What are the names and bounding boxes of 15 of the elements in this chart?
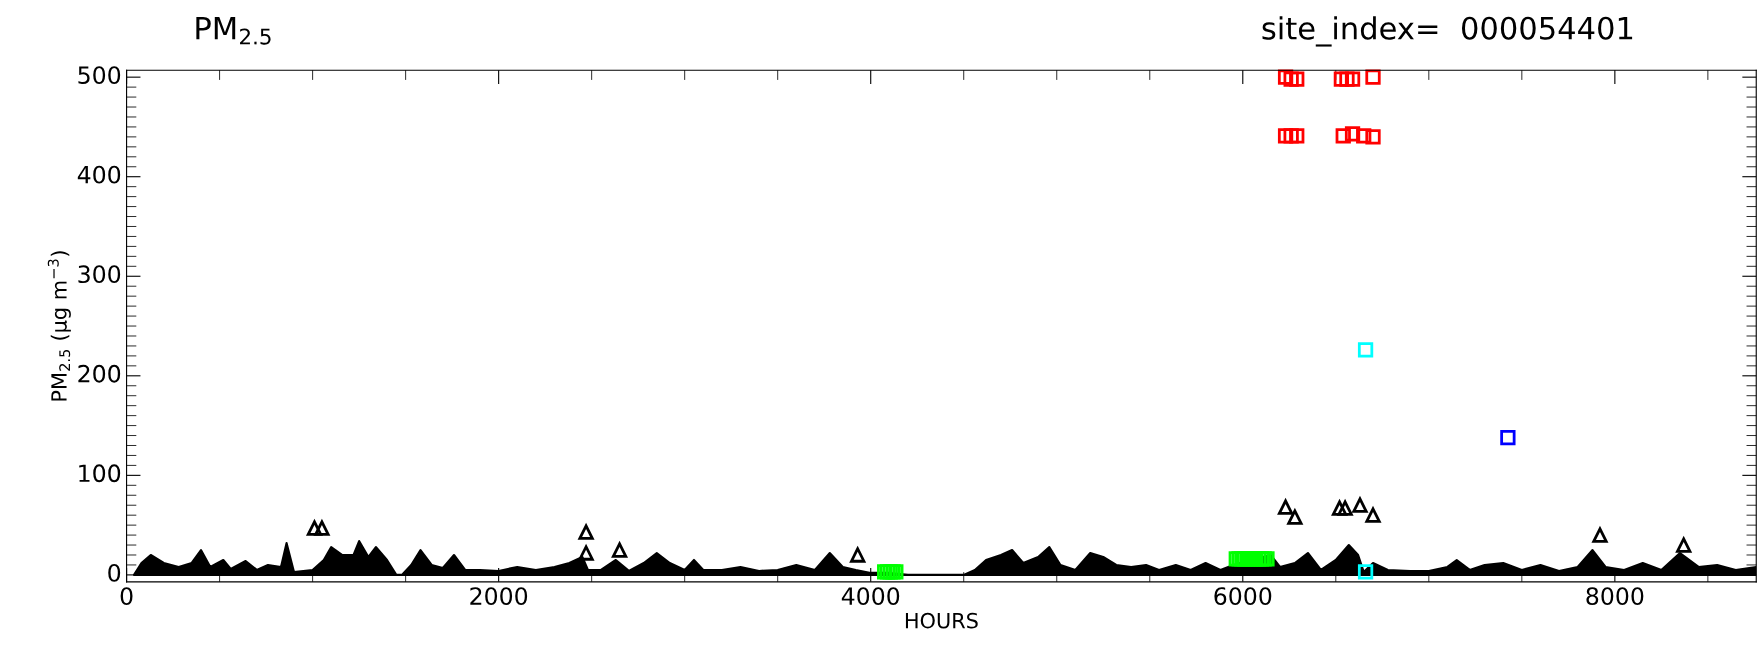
x-tick-label: 2000	[470, 587, 528, 606]
y-tick-label: 200	[78, 364, 121, 383]
x-axis-title: HOURS	[905, 612, 978, 629]
x-tick-label: 8000	[1586, 587, 1644, 606]
x-tick-label: 4000	[841, 587, 900, 606]
y-axis-title: PM$_{2.5}$ (μg m$^{−3}$)	[47, 251, 71, 401]
chart-subtitle: site_index= 000054401	[1262, 16, 1633, 47]
y-tick-label: 400	[77, 165, 121, 184]
y-tick-label: 300	[78, 265, 121, 284]
x-tick-label: 6000	[1214, 587, 1272, 606]
y-tick-label: 100	[79, 464, 121, 483]
y-tick-label: 0	[108, 563, 121, 582]
x-tick-label: 0	[120, 587, 133, 606]
chart-title: PM$_{2.5}$	[196, 17, 271, 45]
y-tick-label: 500	[78, 66, 121, 85]
